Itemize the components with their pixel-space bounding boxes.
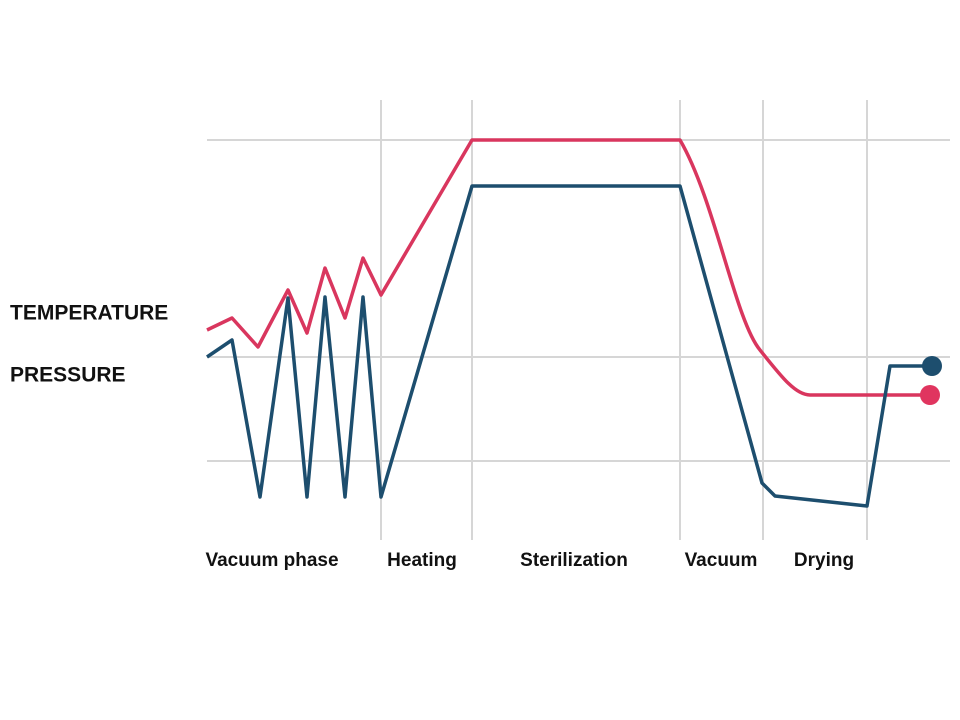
temperature-curve	[206, 138, 930, 397]
grid	[207, 100, 950, 540]
phase-label: Drying	[794, 550, 854, 571]
temperature-label: TEMPERATURE	[10, 302, 168, 325]
phase-label: Vacuum	[685, 550, 758, 571]
pressure-label: PRESSURE	[10, 364, 126, 387]
phase-label: Sterilization	[520, 550, 628, 571]
pressure-marker	[922, 356, 942, 376]
temperature-marker	[920, 385, 940, 405]
pressure-curve	[206, 184, 932, 508]
phase-label: Heating	[387, 550, 457, 571]
phase-label: Vacuum phase	[205, 550, 338, 571]
